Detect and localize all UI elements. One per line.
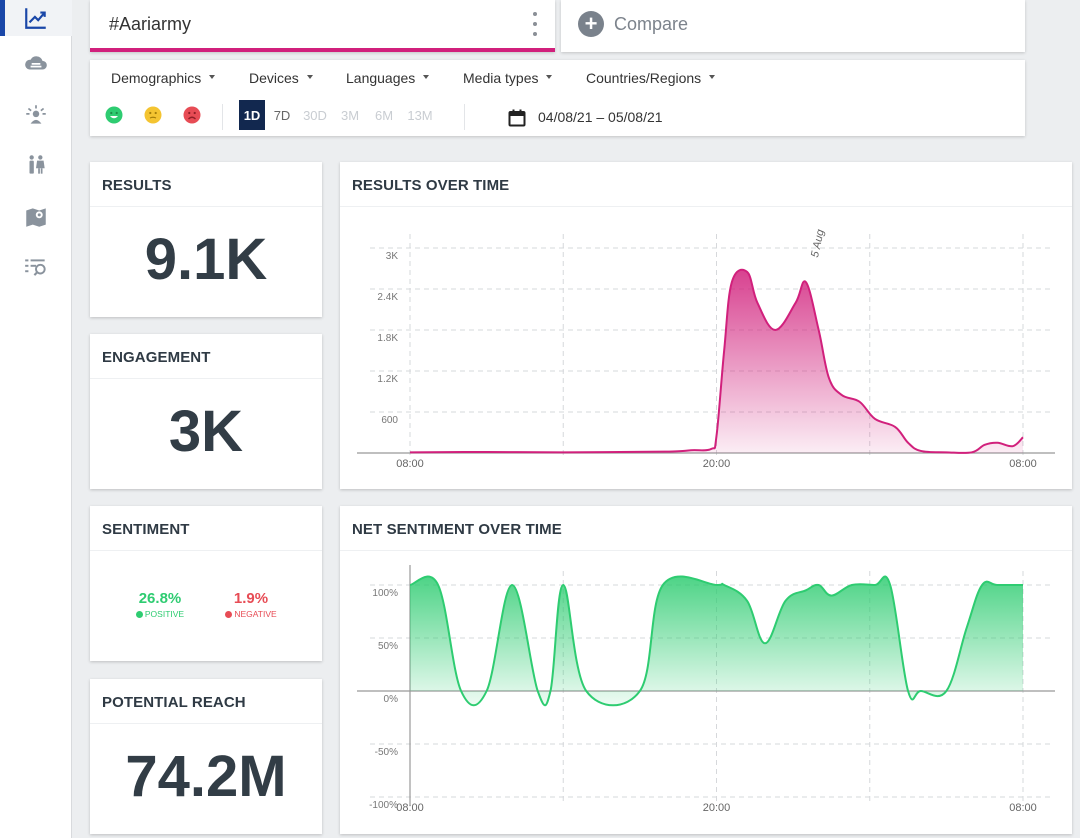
trend-chart-icon xyxy=(25,8,46,29)
results-chart-y-tick-label: 600 xyxy=(381,415,398,426)
devices-dropdown[interactable]: Devices xyxy=(249,70,313,86)
sentiment-card: SENTIMENT 26.8% POSITIVE 1.9% NEGATIVE xyxy=(90,506,322,661)
sidebar-item-trends[interactable] xyxy=(0,0,72,36)
reach-card: POTENTIAL REACH 74.2M xyxy=(90,679,322,834)
card-separator xyxy=(90,723,322,724)
neutral-face-icon xyxy=(144,106,162,124)
sidebar-item-demographics[interactable] xyxy=(0,147,72,183)
happy-face-icon xyxy=(135,610,143,618)
results-chart-x-tick-label: 20:00 xyxy=(703,458,731,470)
period-30d[interactable]: 30D xyxy=(303,107,327,123)
sentiment-chart-y-tick-label: -50% xyxy=(375,747,398,758)
card-separator xyxy=(340,206,1072,207)
sentiment-chart-y-tick-label: -100% xyxy=(369,800,398,811)
compare-button[interactable]: + Compare xyxy=(561,0,1025,52)
sentiment-chart-y-tick-label: 50% xyxy=(378,641,398,652)
results-chart-x-tick-label: 08:00 xyxy=(396,458,424,470)
sentiment-chart-series-line[interactable] xyxy=(409,575,1023,707)
date-range[interactable]: 04/08/21 – 05/08/21 xyxy=(538,109,663,125)
sentiment-chart-card: NET SENTIMENT OVER TIME -100% -50% 0% 50% 10… xyxy=(340,506,1072,834)
results-chart-y-tick-label: 3K xyxy=(386,251,399,262)
sentiment-chart-y-tick-label: 100% xyxy=(372,588,398,599)
sidebar-item-search-list[interactable] xyxy=(0,249,72,285)
plus-circle-icon: + xyxy=(578,11,604,37)
results-title: RESULTS xyxy=(102,177,172,194)
negative-value: 1.9% xyxy=(233,590,269,607)
influencer-icon xyxy=(26,105,46,124)
sidebar-item-influencers[interactable] xyxy=(0,97,72,133)
calendar-icon[interactable] xyxy=(508,109,526,127)
sentiment-chart-x-tick-label: 08:00 xyxy=(1009,802,1037,814)
card-separator xyxy=(90,206,322,207)
card-separator xyxy=(90,378,322,379)
results-chart-annotation-label: 5 Aug xyxy=(809,228,827,259)
reach-title: POTENTIAL REACH xyxy=(102,694,246,711)
results-chart-series-line[interactable] xyxy=(409,268,1024,454)
sentiment-chart-x-tick-label: 20:00 xyxy=(703,802,731,814)
negative-label: NEGATIVE xyxy=(234,609,277,619)
positive-value: 26.8% xyxy=(138,590,182,607)
sentiment-title: SENTIMENT xyxy=(102,521,190,538)
map-icon xyxy=(26,208,46,227)
demographics-icon xyxy=(29,155,45,174)
results-value: 9.1K xyxy=(144,227,268,292)
sentiment-chart-x-tick-label: 08:00 xyxy=(396,802,424,814)
reach-value: 74.2M xyxy=(125,744,287,809)
demographics-dropdown[interactable]: Demographics xyxy=(111,70,215,86)
results-chart-x-tick-label: 08:00 xyxy=(1009,458,1037,470)
sidebar-item-cloud[interactable] xyxy=(0,45,72,81)
card-separator xyxy=(90,550,322,551)
cloud-icon xyxy=(25,56,47,70)
languages-dropdown[interactable]: Languages xyxy=(346,70,429,86)
filter-bar: Demographics Devices Languages Media typ… xyxy=(90,60,1025,136)
engagement-title: ENGAGEMENT xyxy=(102,349,211,366)
positive-label: POSITIVE xyxy=(144,609,185,619)
happy-face-icon xyxy=(105,106,123,124)
engagement-value: 3K xyxy=(168,399,244,464)
results-area-chart: 600 1.2K 1.8K 2.4K 3K 08:00 20:00 08:00 5 Aug xyxy=(357,228,1055,470)
results-chart-card: RESULTS OVER TIME 600 1.2K 1.8K 2.4K 3K 08:00… xyxy=(340,162,1072,489)
negative-stat: 1.9% NEGATIVE xyxy=(220,590,282,619)
period-7d[interactable]: 7D xyxy=(273,107,291,123)
search-query-card[interactable]: #Aariarmy xyxy=(90,0,555,52)
negative-sentiment-filter[interactable] xyxy=(183,106,201,124)
divider xyxy=(464,104,465,130)
sidebar xyxy=(0,0,72,838)
engagement-card: ENGAGEMENT 3K xyxy=(90,334,322,489)
divider xyxy=(222,104,223,130)
positive-sentiment-filter[interactable] xyxy=(105,106,123,124)
sentiment-area-chart: -100% -50% 0% 50% 100% 08:00 20:00 08:00 xyxy=(357,565,1055,814)
sad-face-icon xyxy=(183,106,201,124)
search-list-icon xyxy=(25,259,46,276)
period-1d[interactable]: 1D xyxy=(239,100,265,130)
results-card: RESULTS 9.1K xyxy=(90,162,322,317)
period-13m[interactable]: 13M xyxy=(407,107,433,123)
search-query-text[interactable]: #Aariarmy xyxy=(109,14,192,34)
sentiment-chart-area-fill xyxy=(410,576,1023,706)
media-types-dropdown[interactable]: Media types xyxy=(463,70,552,86)
results-chart-title: RESULTS OVER TIME xyxy=(352,177,510,194)
more-options-icon[interactable] xyxy=(529,12,541,36)
period-6m[interactable]: 6M xyxy=(374,107,394,123)
results-chart-y-tick-label: 1.2K xyxy=(377,374,398,385)
card-separator xyxy=(340,550,1072,551)
period-3m[interactable]: 3M xyxy=(340,107,360,123)
neutral-sentiment-filter[interactable] xyxy=(144,106,162,124)
compare-label: Compare xyxy=(614,14,689,34)
sidebar-item-map[interactable] xyxy=(0,199,72,235)
results-chart-y-tick-label: 2.4K xyxy=(377,292,398,303)
results-chart-y-tick-label: 1.8K xyxy=(377,333,398,344)
countries-regions-dropdown[interactable]: Countries/Regions xyxy=(586,70,715,86)
sad-face-icon xyxy=(225,610,233,618)
positive-stat: 26.8% POSITIVE xyxy=(132,590,188,619)
sentiment-chart-title: NET SENTIMENT OVER TIME xyxy=(352,521,562,538)
sentiment-chart-y-tick-label: 0% xyxy=(384,694,399,705)
